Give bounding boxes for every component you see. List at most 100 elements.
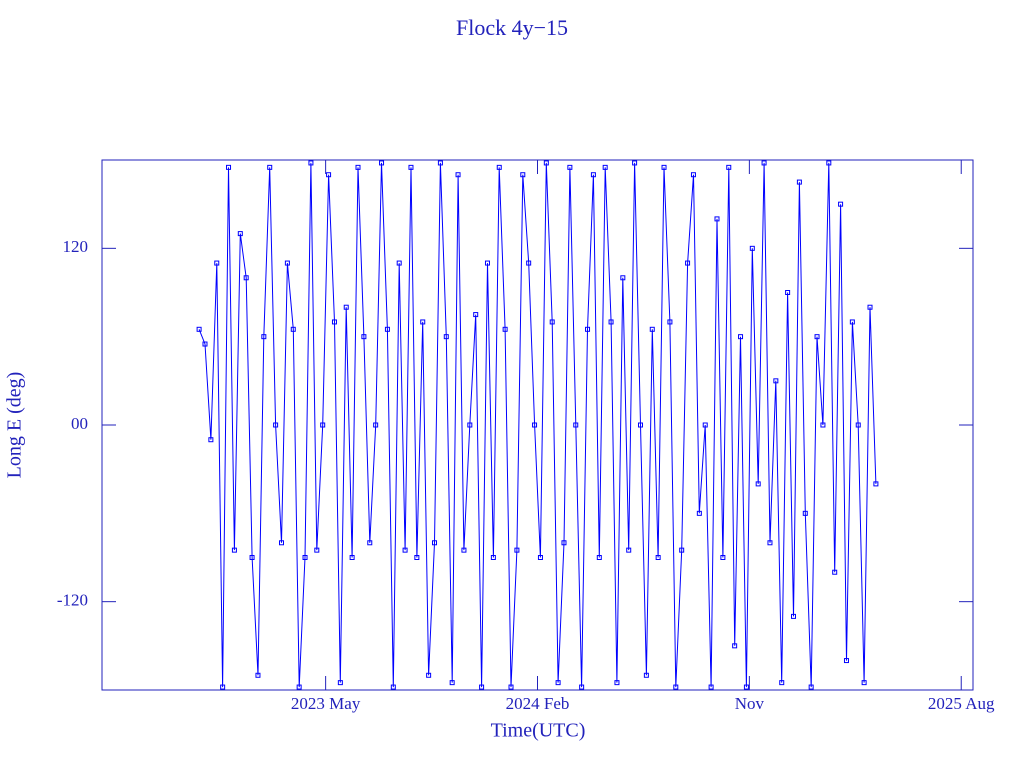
data-point: [855, 422, 861, 428]
data-point: [838, 201, 844, 207]
data-point: [596, 555, 602, 560]
data-point: [867, 304, 873, 310]
data-point: [343, 304, 349, 310]
data-point: [555, 680, 561, 686]
data-point: [373, 422, 379, 428]
data-point: [614, 680, 620, 686]
data-point: [561, 540, 567, 546]
data-point: [278, 540, 284, 546]
data-point: [826, 160, 832, 166]
data-point: [467, 422, 473, 428]
data-point: [243, 275, 249, 281]
data-point: [367, 540, 373, 546]
y-tick-label: 00: [71, 414, 88, 433]
data-point: [726, 164, 732, 170]
data-point: [449, 680, 455, 686]
data-point: [443, 334, 449, 340]
data-point: [290, 326, 296, 332]
data-point: [408, 164, 414, 170]
data-point: [643, 672, 649, 678]
data-point: [526, 260, 532, 266]
data-point: [508, 684, 514, 690]
data-point: [690, 172, 696, 178]
data-point: [296, 684, 302, 690]
data-point: [755, 481, 761, 487]
data-point: [702, 422, 708, 428]
data-point: [738, 334, 744, 340]
data-point: [437, 160, 443, 166]
data-point: [655, 555, 661, 560]
data-point: [361, 334, 367, 340]
data-point: [202, 341, 208, 347]
x-tick-label: Nov: [735, 694, 765, 713]
data-point: [355, 164, 361, 170]
data-point: [773, 378, 779, 384]
data-point: [479, 684, 485, 690]
data-point: [661, 164, 667, 170]
data-point: [679, 547, 685, 553]
data-point: [573, 422, 579, 428]
data-point: [514, 547, 520, 553]
data-point: [402, 547, 408, 553]
data-point: [637, 422, 643, 428]
data-point: [520, 172, 526, 178]
data-point: [796, 179, 802, 185]
data-point: [390, 684, 396, 690]
data-point: [649, 326, 655, 332]
data-point: [196, 326, 202, 332]
data-point: [820, 422, 826, 428]
data-point: [220, 684, 226, 690]
chart-title: Flock 4y−15: [456, 15, 568, 40]
data-point: [843, 658, 849, 664]
data-point: [326, 172, 332, 178]
data-line: [198, 162, 877, 688]
data-point: [267, 164, 273, 170]
data-point: [331, 319, 337, 325]
data-point: [349, 555, 355, 560]
data-point: [814, 334, 820, 340]
data-point: [632, 160, 638, 166]
x-tick-label: 2023 May: [291, 694, 361, 713]
data-point: [532, 422, 538, 428]
data-point: [484, 260, 490, 266]
y-tick-label: -120: [57, 591, 88, 610]
data-point: [673, 684, 679, 690]
y-tick-label: 120: [63, 237, 89, 256]
data-point: [473, 312, 479, 318]
data-point: [567, 164, 573, 170]
data-point: [261, 334, 267, 340]
data-point: [832, 569, 838, 575]
data-point: [461, 547, 467, 553]
data-point: [620, 275, 626, 281]
data-point: [590, 172, 596, 178]
data-point: [255, 672, 261, 678]
data-point: [608, 319, 614, 325]
data-point: [808, 684, 814, 690]
data-point: [708, 684, 714, 690]
data-point: [302, 555, 308, 560]
data-point: [802, 510, 808, 516]
data-point: [226, 164, 232, 170]
data-point: [396, 260, 402, 266]
data-point: [284, 260, 290, 266]
y-axis-label: Long E (deg): [4, 372, 26, 479]
x-axis-label: Time(UTC): [491, 720, 586, 742]
data-point: [420, 319, 426, 325]
data-point: [714, 216, 720, 222]
data-point: [214, 260, 220, 266]
data-point: [579, 684, 585, 690]
data-point: [785, 290, 791, 295]
data-point: [308, 160, 314, 166]
x-tick-label: 2025 Aug: [928, 694, 995, 713]
data-point: [626, 547, 632, 553]
data-point: [208, 437, 214, 443]
data-point: [237, 231, 243, 237]
data-point: [761, 160, 767, 166]
data-point: [379, 160, 385, 166]
data-point: [384, 326, 390, 332]
data-point: [767, 540, 773, 546]
data-point: [426, 672, 432, 678]
data-point: [791, 613, 797, 619]
data-point: [732, 643, 738, 649]
